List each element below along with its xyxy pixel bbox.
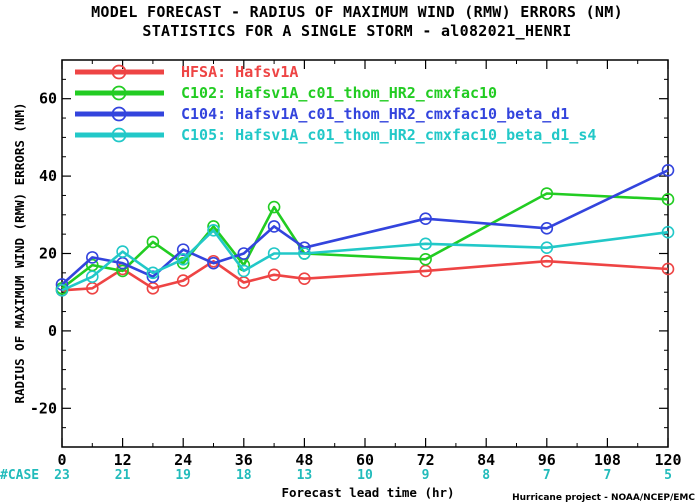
data-point — [176, 274, 190, 287]
case-count: 23 — [54, 468, 70, 483]
legend-entry: C105: Hafsv1A_c01_thom_HR2_cmxfac10_beta… — [181, 126, 596, 144]
case-count: 21 — [115, 468, 131, 483]
legend-entry: C104: Hafsv1A_c01_thom_HR2_cmxfac10_beta… — [181, 105, 569, 123]
data-point — [207, 256, 220, 270]
case-count: 19 — [175, 468, 191, 483]
data-point — [86, 270, 99, 284]
data-point — [116, 245, 129, 258]
chart-title: MODEL FORECAST - RADIUS OF MAXIMUM WIND … — [91, 3, 623, 21]
case-count: 10 — [357, 468, 373, 483]
data-point — [237, 264, 251, 278]
x-tick-label: 48 — [295, 451, 313, 469]
x-tick-label: 72 — [417, 451, 435, 469]
x-tick-label: 0 — [57, 451, 66, 469]
series-4 — [55, 223, 675, 297]
data-point — [176, 243, 190, 256]
series-line — [61, 229, 669, 292]
data-point — [146, 266, 160, 280]
data-point — [661, 163, 675, 177]
x-axis-label: Forecast lead time (hr) — [281, 485, 454, 500]
legend-swatch-marker — [111, 64, 127, 80]
case-count: 13 — [297, 468, 313, 483]
legend-entry: HFSA: Hafsv1A — [181, 63, 298, 81]
data-point — [146, 270, 160, 284]
data-point — [419, 212, 432, 225]
y-tick-label: 40 — [39, 167, 57, 185]
y-ticks: -20 0 20 40 60 — [30, 59, 668, 448]
case-count: 8 — [482, 468, 490, 483]
data-point — [298, 272, 311, 285]
case-count: 7 — [603, 468, 611, 483]
x-tick-label: 12 — [114, 451, 132, 469]
series-layer — [55, 163, 675, 297]
x-tick-label: 84 — [477, 451, 495, 469]
data-point — [661, 225, 675, 239]
case-counts: 23 21 19 18 13 10 9 8 7 7 5 — [54, 468, 672, 483]
data-point — [419, 253, 432, 266]
legend: HFSA: Hafsv1A C102: Hafsv1A_c01_thom_HR2_… — [75, 63, 596, 144]
legend-swatch-marker — [111, 85, 127, 101]
data-point — [86, 251, 99, 264]
data-point — [237, 247, 251, 260]
case-count: 5 — [664, 468, 672, 483]
x-tick-label: 96 — [538, 451, 556, 469]
data-point — [267, 247, 281, 260]
data-point — [661, 262, 675, 276]
data-point — [267, 220, 281, 233]
data-point — [55, 283, 69, 297]
data-point — [661, 193, 675, 206]
case-label: #CASE — [0, 468, 39, 483]
case-count: 9 — [422, 468, 430, 483]
y-tick-label: 0 — [48, 322, 57, 340]
data-point — [116, 264, 129, 278]
case-count: 7 — [543, 468, 551, 483]
data-point — [540, 254, 554, 268]
x-ticks: 0 12 24 36 48 60 72 84 96 108 120 — [57, 60, 682, 469]
credit-text: Hurricane project - NOAA/NCEP/EMC — [512, 493, 695, 503]
data-point — [540, 222, 554, 235]
x-tick-label: 108 — [594, 451, 621, 469]
data-point — [298, 247, 311, 260]
legend-swatch-marker — [111, 106, 127, 122]
data-point — [207, 223, 220, 237]
x-tick-label: 36 — [235, 451, 253, 469]
y-tick-label: 20 — [39, 245, 57, 263]
y-tick-label: 60 — [39, 90, 57, 108]
x-tick-label: 120 — [654, 451, 681, 469]
y-axis-label: RADIUS OF MAXIMUM WIND (RMW) ERRORS (NM) — [12, 102, 27, 403]
data-point — [146, 235, 160, 249]
series-2 — [55, 187, 675, 295]
data-point — [267, 200, 281, 214]
case-count: 18 — [236, 468, 252, 483]
data-point — [540, 241, 554, 254]
x-tick-label: 60 — [356, 451, 374, 469]
data-point — [540, 187, 554, 200]
legend-swatch-marker — [111, 127, 127, 143]
chart-subtitle: STATISTICS FOR A SINGLE STORM - al082021… — [142, 22, 571, 40]
data-point — [419, 237, 432, 251]
data-point — [267, 268, 281, 282]
legend-entry: C102: Hafsv1A_c01_thom_HR2_cmxfac10 — [181, 84, 497, 102]
data-point — [176, 253, 190, 266]
y-tick-label: -20 — [30, 399, 57, 417]
x-tick-label: 24 — [174, 451, 192, 469]
